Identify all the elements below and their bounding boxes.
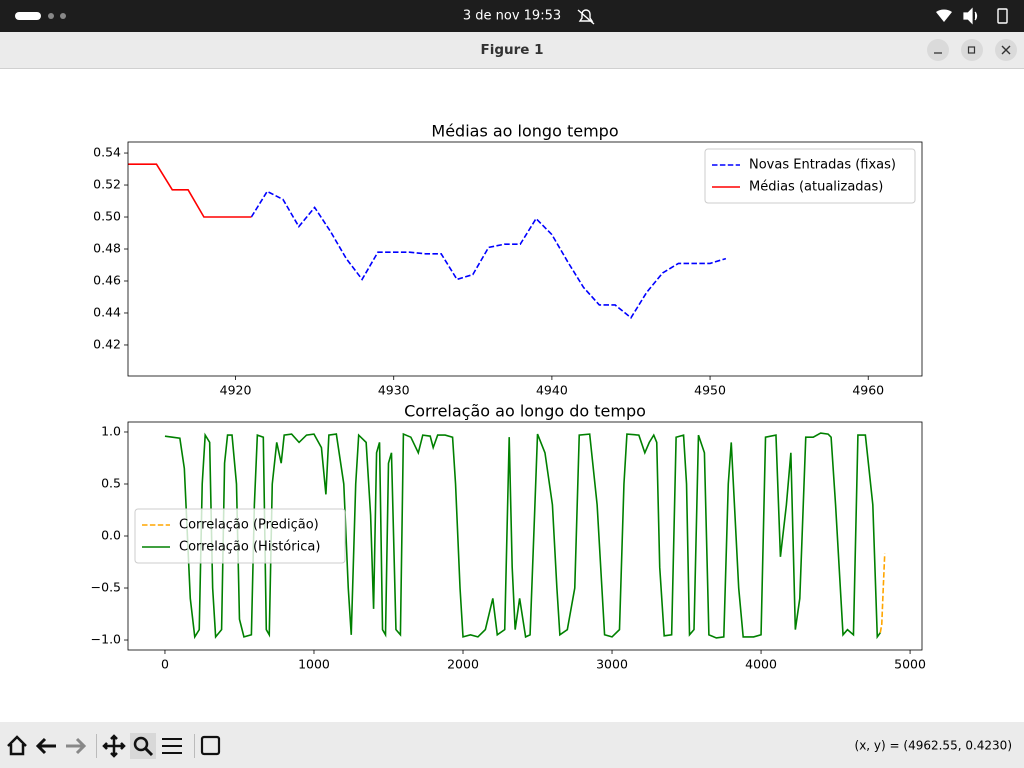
chart-title: Médias ao longo tempo bbox=[431, 122, 618, 141]
workspace-dot[interactable] bbox=[48, 13, 54, 19]
battery-icon[interactable] bbox=[997, 8, 1008, 24]
maximize-button[interactable] bbox=[961, 39, 983, 61]
y-tick-label: 0.54 bbox=[93, 145, 121, 160]
x-tick-label: 5000 bbox=[894, 657, 926, 672]
legend: Novas Entradas (fixas) Médias (atualizada… bbox=[704, 148, 916, 204]
y-tick-label: 0.52 bbox=[93, 177, 121, 192]
y-tick-label: −1.0 bbox=[91, 632, 121, 647]
zoom-icon-handle bbox=[143, 746, 154, 757]
window-title: Figure 1 bbox=[480, 42, 543, 58]
chart: Médias ao longo tempo 4920 4930 4940 4950 496… bbox=[93, 122, 923, 398]
legend-label: Novas Entradas (fixas) bbox=[749, 158, 896, 173]
minimize-button[interactable] bbox=[927, 39, 949, 61]
maximize-icon bbox=[967, 46, 976, 54]
x-tick-label: 4940 bbox=[536, 383, 568, 398]
x-tick-label: 2000 bbox=[447, 657, 479, 672]
plot-area bbox=[128, 163, 727, 319]
y-tick-label: 0.50 bbox=[93, 209, 121, 224]
forward-button[interactable] bbox=[66, 737, 87, 755]
y-tick-label: −0.5 bbox=[91, 580, 121, 595]
chart: Correlação ao longo do tempo 0 1000 2000 300… bbox=[91, 402, 926, 672]
home-button[interactable] bbox=[7, 735, 27, 756]
legend-label: Correlação (Predição) bbox=[179, 518, 319, 533]
cursor-status: (x, y) = (4962.55, 0.4230) bbox=[855, 739, 1012, 753]
zoom-button-active[interactable] bbox=[130, 733, 156, 759]
axes-frame bbox=[127, 421, 923, 651]
plot-area bbox=[164, 432, 886, 640]
title-bar bbox=[0, 32, 1024, 69]
workspace-indicator[interactable] bbox=[15, 12, 41, 20]
x-tick-label: 4950 bbox=[694, 383, 726, 398]
series-line bbox=[879, 553, 886, 633]
clock[interactable]: 3 de nov 19:53 bbox=[463, 9, 561, 24]
close-icon bbox=[1001, 45, 1011, 55]
legend-box bbox=[704, 148, 916, 204]
series-line bbox=[164, 432, 881, 640]
x-tick-label: 0 bbox=[161, 657, 169, 672]
x-tick-label: 4960 bbox=[852, 383, 884, 398]
y-tick-label: 0.42 bbox=[93, 336, 121, 351]
wifi-icon[interactable] bbox=[936, 9, 952, 22]
series-line bbox=[250, 190, 727, 319]
legend-label: Médias (atualizadas) bbox=[749, 180, 883, 195]
save-button[interactable] bbox=[200, 735, 221, 756]
x-tick-label: 4930 bbox=[378, 383, 410, 398]
configure-button[interactable] bbox=[162, 738, 182, 754]
legend: Correlação (Predição) Correlação (Históri… bbox=[134, 508, 346, 564]
zoom-icon bbox=[133, 736, 149, 752]
x-tick-label: 4000 bbox=[745, 657, 777, 672]
workspace-dot[interactable] bbox=[60, 13, 66, 19]
x-tick-label: 3000 bbox=[596, 657, 628, 672]
y-tick-label: 0.46 bbox=[93, 272, 121, 287]
y-tick-label: 0.48 bbox=[93, 241, 121, 256]
x-tick-label: 1000 bbox=[298, 657, 330, 672]
y-tick-label: 0.44 bbox=[93, 304, 121, 319]
y-tick-label: 0.5 bbox=[101, 475, 121, 490]
y-tick-label: 0.0 bbox=[101, 528, 121, 543]
notification-icon[interactable] bbox=[577, 9, 595, 25]
legend-box bbox=[134, 508, 346, 564]
chart-title: Correlação ao longo do tempo bbox=[404, 402, 646, 421]
legend-label: Correlação (Histórica) bbox=[179, 540, 320, 555]
system-bar bbox=[0, 0, 1024, 32]
axes-frame bbox=[127, 141, 923, 377]
pan-button[interactable] bbox=[102, 734, 126, 758]
volume-icon[interactable] bbox=[963, 7, 978, 25]
series-line bbox=[128, 163, 252, 218]
back-button[interactable] bbox=[35, 737, 56, 755]
y-tick-label: 1.0 bbox=[101, 423, 121, 438]
x-tick-label: 4920 bbox=[220, 383, 252, 398]
